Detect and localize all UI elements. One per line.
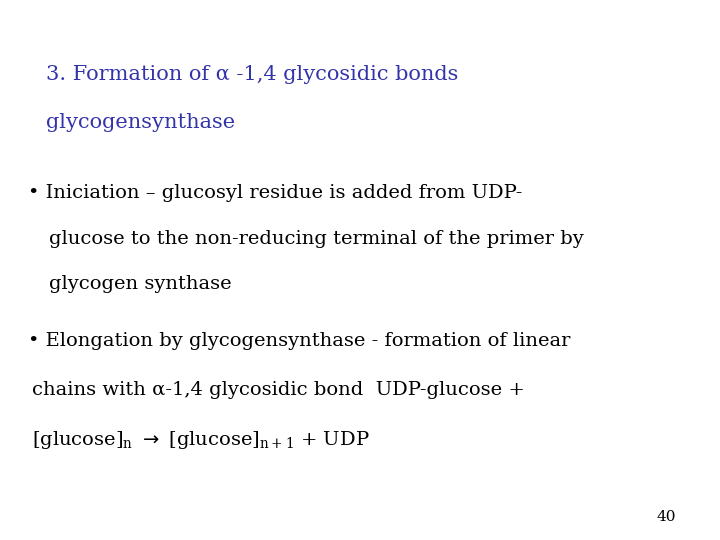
Text: [glucose]$_\mathregular{n}$ $\rightarrow$ [glucose]$_\mathregular{n+1}$ + UDP: [glucose]$_\mathregular{n}$ $\rightarrow… [32, 429, 369, 451]
Text: glycogensynthase: glycogensynthase [46, 113, 235, 132]
Text: glycogen synthase: glycogen synthase [49, 275, 232, 293]
Text: 3. Formation of α -1,4 glycosidic bonds: 3. Formation of α -1,4 glycosidic bonds [46, 65, 458, 84]
Text: • Iniciation – glucosyl residue is added from UDP-: • Iniciation – glucosyl residue is added… [28, 184, 523, 201]
Text: chains with α-1,4 glycosidic bond  UDP-glucose +: chains with α-1,4 glycosidic bond UDP-gl… [32, 381, 525, 399]
Text: 40: 40 [657, 510, 676, 524]
Text: glucose to the non-reducing terminal of the primer by: glucose to the non-reducing terminal of … [49, 230, 584, 247]
Text: • Elongation by glycogensynthase - formation of linear: • Elongation by glycogensynthase - forma… [28, 332, 570, 350]
